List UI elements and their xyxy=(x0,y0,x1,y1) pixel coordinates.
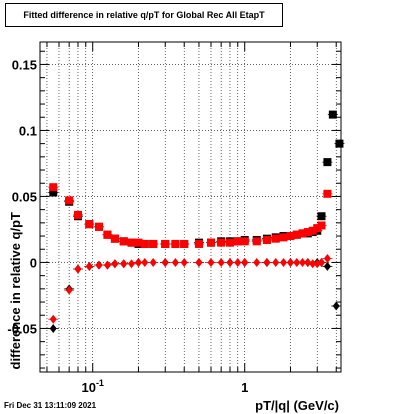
data-point xyxy=(317,257,325,267)
data-point xyxy=(286,232,295,241)
data-point xyxy=(292,230,301,239)
data-point xyxy=(293,257,301,267)
y-tick-label: 0.05 xyxy=(12,189,37,204)
data-point xyxy=(195,257,203,267)
y-tick-label: 0.15 xyxy=(12,57,37,72)
data-point xyxy=(103,230,112,239)
data-point xyxy=(207,257,215,267)
data-series xyxy=(48,110,345,333)
data-point xyxy=(263,257,271,267)
data-point xyxy=(65,196,74,205)
data-point xyxy=(119,237,128,246)
data-point xyxy=(299,257,307,267)
data-point xyxy=(240,237,249,246)
data-point xyxy=(110,234,119,243)
data-point xyxy=(206,238,215,247)
data-point xyxy=(120,259,128,269)
data-point xyxy=(286,257,294,267)
data-point xyxy=(134,238,143,247)
data-point xyxy=(141,257,149,267)
data-point xyxy=(95,260,103,270)
data-point xyxy=(317,212,326,221)
data-point xyxy=(111,259,119,269)
data-point xyxy=(134,257,142,267)
data-point xyxy=(149,257,157,267)
series xyxy=(48,257,342,333)
data-point xyxy=(161,239,170,248)
y-tick-label: 0 xyxy=(30,255,37,270)
data-point xyxy=(308,226,317,235)
timestamp: Fri Dec 31 13:11:09 2021 xyxy=(4,401,97,410)
data-point xyxy=(317,221,326,230)
data-point xyxy=(332,301,340,311)
grid xyxy=(40,42,341,372)
x-tick-label: 10-1 xyxy=(81,378,103,395)
data-point xyxy=(180,257,188,267)
data-point xyxy=(303,228,312,237)
data-point xyxy=(49,323,57,333)
data-point xyxy=(161,257,169,267)
plot-frame: 0.15 0.1 0.05 0 -0.05 10-1 1 xyxy=(7,41,342,395)
data-point xyxy=(49,188,58,197)
data-point xyxy=(323,253,331,263)
series xyxy=(48,183,333,248)
data-point xyxy=(103,260,111,270)
data-point xyxy=(272,257,280,267)
data-point xyxy=(171,239,180,248)
x-axis-label: pT/|q| (GeV/c) xyxy=(255,398,339,413)
data-point xyxy=(298,229,307,238)
data-point xyxy=(252,237,261,246)
data-point xyxy=(73,210,82,219)
data-point xyxy=(271,234,280,243)
data-point xyxy=(171,257,179,267)
chart-title: Fitted difference in relative q/pT for G… xyxy=(5,3,283,27)
data-point xyxy=(49,314,57,324)
data-point xyxy=(49,183,58,192)
data-point xyxy=(225,238,234,247)
plot-area-border xyxy=(39,41,342,373)
data-point xyxy=(85,261,93,271)
data-point xyxy=(253,257,261,267)
data-point xyxy=(217,238,226,247)
data-point xyxy=(95,222,104,231)
data-point xyxy=(149,239,158,248)
data-point xyxy=(217,257,225,267)
data-point xyxy=(241,257,249,267)
data-point xyxy=(65,285,73,295)
data-point xyxy=(323,189,332,198)
data-point xyxy=(194,239,203,248)
data-point xyxy=(323,261,331,271)
y-tick-label: -0.05 xyxy=(7,321,37,336)
data-point xyxy=(74,264,82,274)
data-point xyxy=(180,239,189,248)
data-point xyxy=(128,259,136,269)
data-point xyxy=(233,237,242,246)
data-point xyxy=(262,236,271,244)
data-point xyxy=(140,239,149,248)
data-point xyxy=(304,257,312,267)
y-axis-label: difference in relative q/pT xyxy=(8,212,23,370)
data-point xyxy=(280,257,288,267)
data-point xyxy=(328,110,337,119)
x-tick-label: 1 xyxy=(241,380,248,395)
data-point xyxy=(323,158,332,167)
data-point xyxy=(127,238,136,247)
data-point xyxy=(226,257,234,267)
series xyxy=(48,253,333,324)
data-point xyxy=(313,224,322,233)
data-point xyxy=(279,233,288,242)
data-point xyxy=(234,257,242,267)
data-point xyxy=(85,220,94,229)
y-tick-label: 0.1 xyxy=(19,123,37,138)
